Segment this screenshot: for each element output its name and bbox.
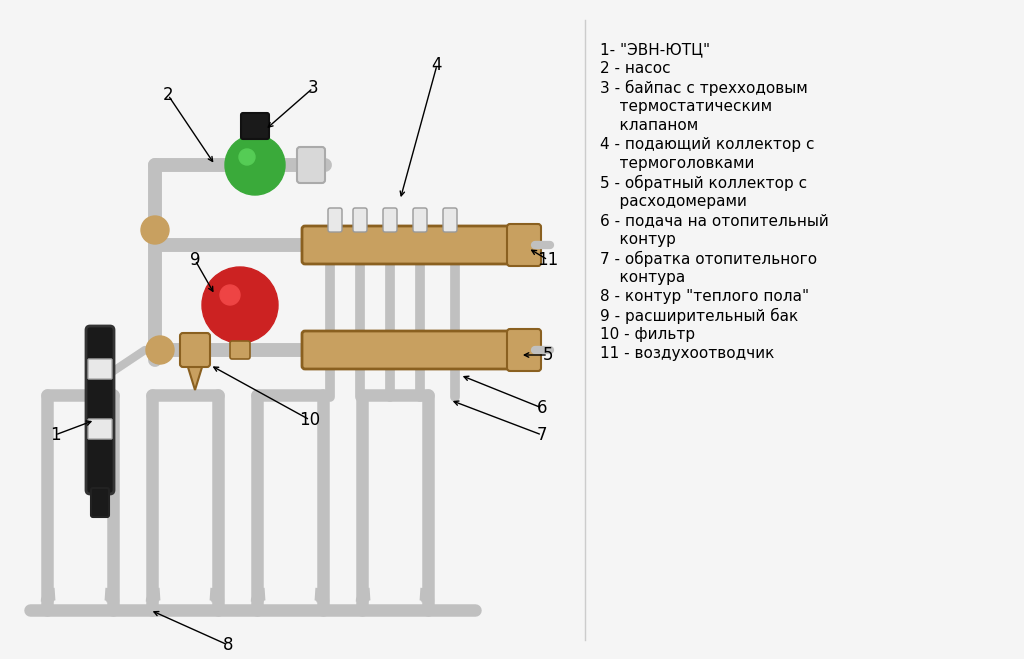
Circle shape bbox=[202, 267, 278, 343]
FancyBboxPatch shape bbox=[302, 331, 518, 369]
Text: 3: 3 bbox=[307, 79, 318, 97]
FancyBboxPatch shape bbox=[383, 208, 397, 232]
Text: 8 - контур "теплого пола": 8 - контур "теплого пола" bbox=[600, 289, 809, 304]
FancyBboxPatch shape bbox=[86, 326, 114, 494]
Text: 8: 8 bbox=[223, 636, 233, 654]
Text: 2 - насос: 2 - насос bbox=[600, 61, 671, 76]
Text: 6: 6 bbox=[537, 399, 547, 417]
FancyBboxPatch shape bbox=[328, 208, 342, 232]
Text: 4 - подающий коллектор с: 4 - подающий коллектор с bbox=[600, 137, 814, 152]
Text: 1- "ЭВН-ЮТЦ": 1- "ЭВН-ЮТЦ" bbox=[600, 42, 710, 57]
FancyBboxPatch shape bbox=[353, 208, 367, 232]
FancyBboxPatch shape bbox=[507, 224, 541, 266]
Text: 10 - фильтр: 10 - фильтр bbox=[600, 327, 695, 342]
Circle shape bbox=[239, 149, 255, 165]
FancyBboxPatch shape bbox=[443, 208, 457, 232]
FancyBboxPatch shape bbox=[88, 359, 112, 379]
FancyBboxPatch shape bbox=[230, 341, 250, 359]
Text: термостатическим: термостатическим bbox=[600, 99, 772, 114]
Text: 3 - байпас с трехходовым: 3 - байпас с трехходовым bbox=[600, 80, 808, 96]
Text: 11 - воздухоотводчик: 11 - воздухоотводчик bbox=[600, 346, 774, 361]
FancyBboxPatch shape bbox=[241, 113, 269, 139]
FancyBboxPatch shape bbox=[413, 208, 427, 232]
Text: 7: 7 bbox=[537, 426, 547, 444]
Text: 9 - расширительный бак: 9 - расширительный бак bbox=[600, 308, 799, 324]
Text: 5 - обратный коллектор с: 5 - обратный коллектор с bbox=[600, 175, 807, 191]
FancyBboxPatch shape bbox=[88, 419, 112, 439]
FancyBboxPatch shape bbox=[297, 147, 325, 183]
Text: 11: 11 bbox=[538, 251, 559, 269]
Text: 7 - обратка отопительного: 7 - обратка отопительного bbox=[600, 251, 817, 267]
Text: 6 - подача на отопительный: 6 - подача на отопительный bbox=[600, 213, 828, 228]
Text: 1: 1 bbox=[50, 426, 60, 444]
FancyBboxPatch shape bbox=[302, 226, 518, 264]
Text: 4: 4 bbox=[432, 56, 442, 74]
FancyBboxPatch shape bbox=[91, 488, 109, 517]
Text: 10: 10 bbox=[299, 411, 321, 429]
Text: клапаном: клапаном bbox=[600, 118, 698, 133]
Text: расходомерами: расходомерами bbox=[600, 194, 746, 209]
FancyBboxPatch shape bbox=[507, 329, 541, 371]
Text: контура: контура bbox=[600, 270, 685, 285]
Text: 2: 2 bbox=[163, 86, 173, 104]
Text: 5: 5 bbox=[543, 346, 553, 364]
Circle shape bbox=[141, 216, 169, 244]
Text: термоголовками: термоголовками bbox=[600, 156, 755, 171]
Circle shape bbox=[146, 336, 174, 364]
Circle shape bbox=[225, 135, 285, 195]
Polygon shape bbox=[187, 364, 203, 390]
Text: контур: контур bbox=[600, 232, 676, 247]
Text: 9: 9 bbox=[189, 251, 201, 269]
FancyBboxPatch shape bbox=[180, 333, 210, 367]
Circle shape bbox=[220, 285, 240, 305]
